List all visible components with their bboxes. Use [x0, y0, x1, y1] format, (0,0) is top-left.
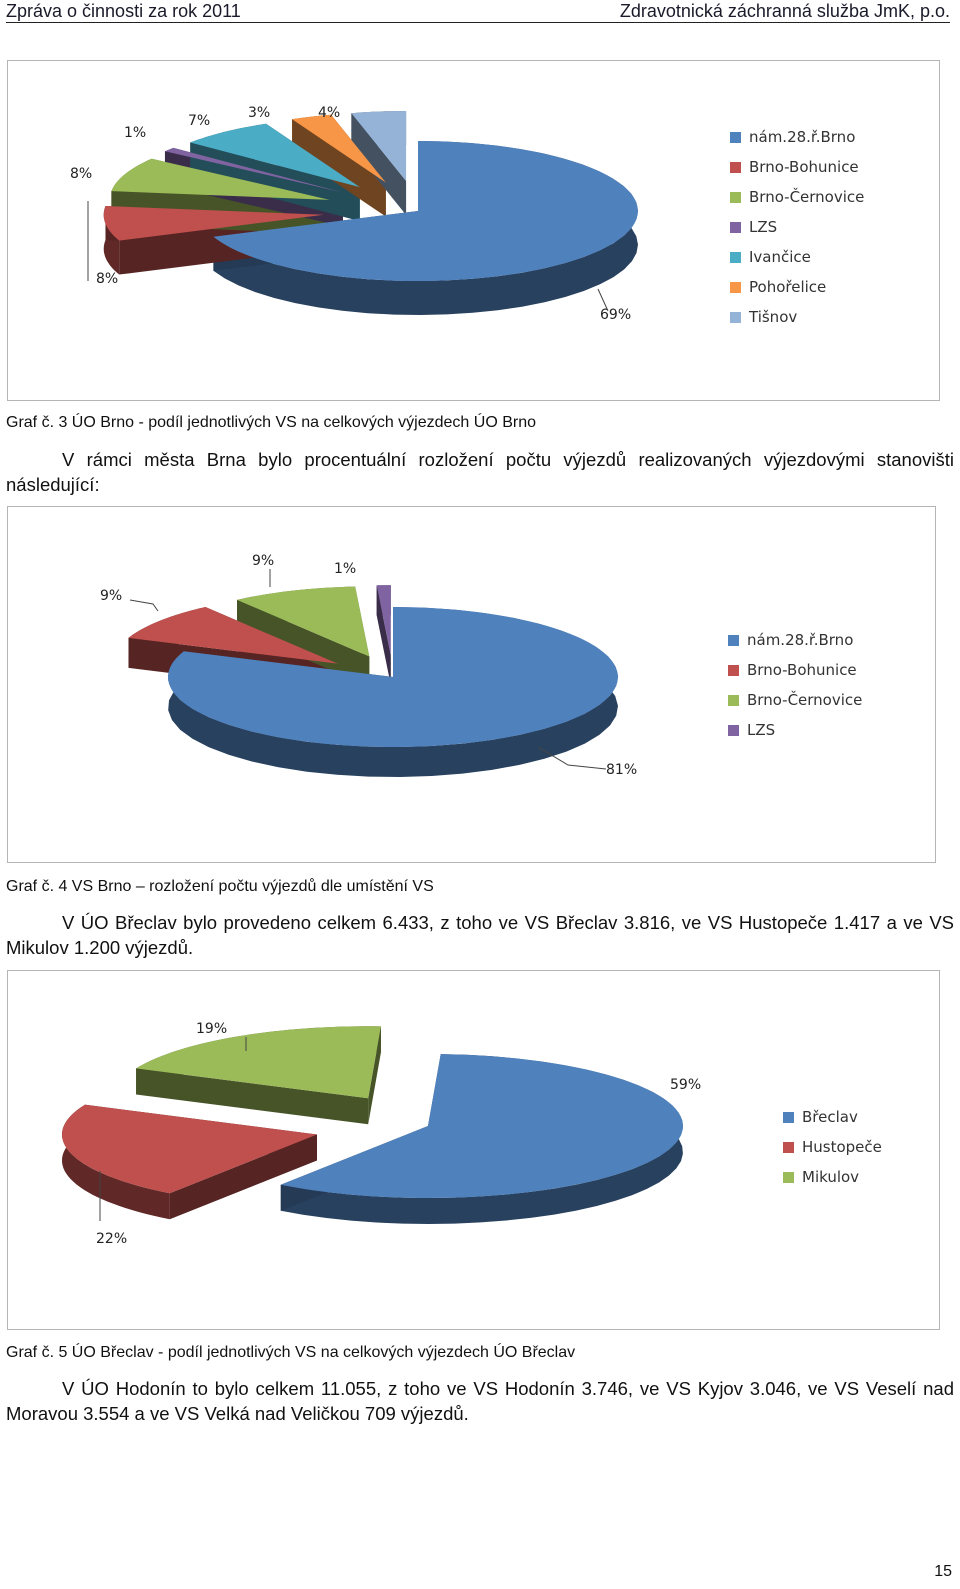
pie-slice-tisnov [351, 111, 407, 182]
legend-label-brno-bohunice: Brno-Bohunice [749, 158, 859, 176]
legend-label-brno-cernovice: Brno-Černovice [749, 187, 864, 206]
data-label-ivancice: 7% [188, 113, 210, 129]
legend-label-mikulov: Mikulov [802, 1168, 859, 1186]
data-label-tisnov: 4% [318, 105, 340, 121]
legend-label-lzs: LZS [749, 218, 777, 236]
chart-2-frame: 81% 9% 9% 1% nám.28.ř.Brno Brno-Bohunice Brno-… [7, 506, 936, 863]
legend-swatch-pohorelice [730, 282, 741, 293]
legend-label-breclav: Břeclav [802, 1108, 858, 1126]
legend-swatch-mikulov [783, 1172, 794, 1183]
pie-slice-pohorelice [292, 114, 386, 183]
data-label-nam-28-r-brno: 69% [600, 307, 631, 323]
legend-swatch-ivancice [730, 252, 741, 263]
legend-swatch-tisnov [730, 312, 741, 323]
data-label-nam-28-r-brno: 81% [606, 762, 637, 778]
caption-graf-4: Graf č. 4 VS Brno – rozložení počtu výje… [6, 878, 434, 895]
legend-swatch-brno-bohunice [730, 162, 741, 173]
pie-slice-nam-28-r-brno [213, 141, 638, 281]
pie-slice-nam-28-r-brno [167, 607, 618, 747]
legend-swatch-breclav [783, 1112, 794, 1123]
chart-1-frame: 69% 8% 8% 1% 7% 3% 4% nám.28.ř.Brno Brno-Bohunic… [7, 60, 940, 401]
pie-slice-lzs [165, 147, 343, 193]
page-number: 15 [934, 1563, 952, 1580]
legend-label-pohorelice: Pohořelice [749, 278, 826, 296]
legend-swatch-brno-cernovice [730, 192, 741, 203]
paragraph-breclav: V ÚO Břeclav bylo provedeno celkem 6.433… [6, 910, 954, 960]
legend-swatch-nam-28-r-brno [730, 132, 741, 143]
legend-label-lzs: LZS [747, 721, 775, 739]
pie-slice-mikulov [136, 1026, 381, 1099]
legend-label-hustopece: Hustopeče [802, 1138, 882, 1156]
legend-label-nam-28-r-brno: nám.28.ř.Brno [747, 631, 853, 649]
data-label-hustopece: 22% [96, 1231, 127, 1247]
data-label-lzs: 1% [334, 561, 356, 577]
paragraph-brno-text: V rámci města Brna bylo procentuální roz… [6, 449, 954, 495]
caption-graf-3: Graf č. 3 ÚO Brno - podíl jednotlivých V… [6, 414, 537, 431]
leader-line [537, 746, 607, 770]
legend-label-ivancice: Ivančice [749, 248, 811, 266]
caption-graf-5: Graf č. 5 ÚO Břeclav - podíl jednotlivýc… [6, 1344, 576, 1361]
paragraph-hodonin: V ÚO Hodonín to bylo celkem 11.055, z to… [6, 1376, 954, 1426]
legend-label-tisnov: Tišnov [748, 308, 797, 326]
data-label-brno-bohunice: 8% [96, 271, 118, 287]
chart-3-frame: 59% 22% 19% Břeclav Hustopeče Mikulov [7, 970, 940, 1330]
legend-swatch-lzs [730, 222, 741, 233]
legend-swatch-brno-cernovice [728, 695, 739, 706]
data-label-brno-bohunice: 9% [100, 588, 122, 604]
chart-1: 69% 8% 8% 1% 7% 3% 4% nám.28.ř.Brno Brno-Bohunic… [70, 105, 864, 326]
legend-label-nam-28-r-brno: nám.28.ř.Brno [749, 128, 855, 146]
legend-swatch-brno-bohunice [728, 665, 739, 676]
pie-slice-brno-bohunice [103, 206, 324, 241]
paragraph-breclav-text: V ÚO Břeclav bylo provedeno celkem 6.433… [6, 912, 954, 958]
organization-name: Zdravotnická záchranná služba JmK, p.o. [619, 1, 950, 21]
legend-label-brno-bohunice: Brno-Bohunice [747, 661, 857, 679]
paragraph-hodonin-text: V ÚO Hodonín to bylo celkem 11.055, z to… [6, 1378, 954, 1424]
chart-3: 59% 22% 19% Břeclav Hustopeče Mikulov [62, 1021, 882, 1247]
leader-line [597, 288, 609, 312]
pie-slice-brno-cernovice [237, 586, 370, 657]
legend-label-brno-cernovice: Brno-Černovice [747, 690, 862, 709]
pie-slice-breclav [280, 1054, 684, 1199]
leader-line [129, 599, 159, 612]
data-label-lzs: 1% [124, 125, 146, 141]
data-label-breclav: 59% [670, 1077, 701, 1093]
pie-slice-ivancice [190, 123, 360, 188]
pie-slice-hustopece [62, 1104, 317, 1194]
data-label-mikulov: 19% [196, 1021, 227, 1037]
legend-swatch-hustopece [783, 1142, 794, 1153]
report-title: Zpráva o činnosti za rok 2011 [6, 1, 241, 21]
data-label-brno-cernovice: 9% [252, 553, 274, 569]
paragraph-brno: V rámci města Brna bylo procentuální roz… [6, 447, 954, 497]
data-label-brno-cernovice: 8% [70, 166, 92, 182]
pie-slice-brno-cernovice [111, 158, 330, 200]
legend-swatch-nam-28-r-brno [728, 635, 739, 646]
data-label-pohorelice: 3% [248, 105, 270, 121]
page-header: Zpráva o činnosti za rok 2011 Zdravotnic… [6, 0, 950, 23]
legend-swatch-lzs [728, 725, 739, 736]
pie-slice-brno-bohunice [128, 607, 338, 664]
pie-slice-lzs [376, 585, 391, 656]
chart-2: 81% 9% 9% 1% nám.28.ř.Brno Brno-Bohunice Brno-… [100, 553, 862, 778]
